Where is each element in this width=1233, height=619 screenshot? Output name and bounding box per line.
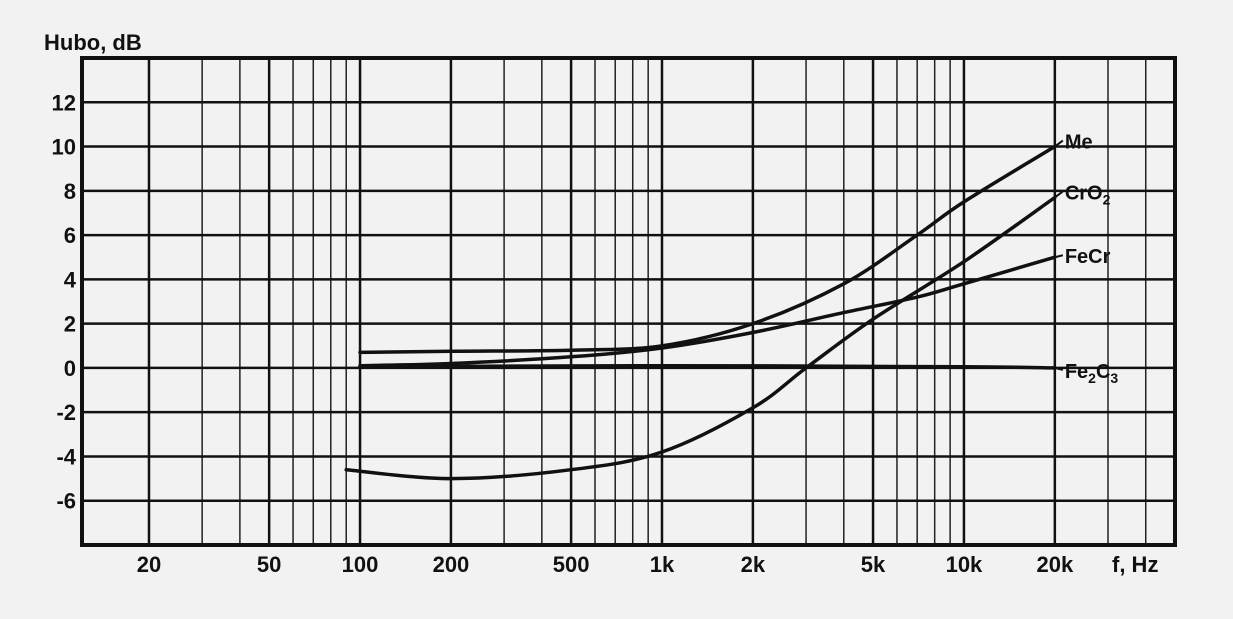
- y-tick-label: 12: [52, 90, 76, 115]
- y-tick-label: -6: [56, 489, 76, 514]
- series-label-me: Me: [1065, 132, 1093, 154]
- y-tick-label: 8: [64, 179, 76, 204]
- y-axis-tick-labels: 12 10 8 6 4 2 0 -2 -4 -6: [52, 90, 77, 513]
- series-label-leader: [1054, 190, 1064, 199]
- series-label-leader: [1054, 366, 1064, 371]
- series-labels: Me CrO2 FeCr Fe2C3: [1065, 132, 1119, 386]
- x-tick-label: 50: [257, 552, 281, 577]
- y-tick-label: -2: [56, 400, 76, 425]
- y-tick-label: 10: [52, 135, 76, 160]
- x-tick-label: 1k: [650, 552, 675, 577]
- y-axis-label: Hubo, dB: [44, 30, 142, 55]
- y-tick-label: -4: [56, 444, 76, 469]
- x-tick-label: 20k: [1036, 552, 1073, 577]
- series-label-leaders: [1054, 139, 1064, 371]
- series-line-me: [358, 144, 1057, 355]
- x-axis-label: f, Hz: [1112, 552, 1158, 577]
- y-tick-label: 0: [64, 356, 76, 381]
- series-line-cro2: [344, 195, 1057, 481]
- x-tick-label: 500: [553, 552, 590, 577]
- series-label-cro2: CrO2: [1065, 182, 1111, 207]
- x-tick-label: 2k: [741, 552, 766, 577]
- series-label-fecr: FeCr: [1065, 246, 1111, 268]
- major-grid: [82, 58, 1175, 545]
- x-tick-label: 100: [342, 552, 379, 577]
- series-line-fecr: [358, 255, 1057, 368]
- series-label-leader: [1054, 139, 1064, 148]
- series-lines: [344, 144, 1057, 481]
- x-tick-label: 20: [137, 552, 161, 577]
- y-tick-label: 4: [64, 267, 77, 292]
- series-line-fe2c3: [358, 363, 1057, 370]
- x-tick-label: 200: [433, 552, 470, 577]
- x-tick-label: 5k: [861, 552, 886, 577]
- plot-frame: [80, 56, 1177, 547]
- y-tick-label: 6: [64, 223, 76, 248]
- x-axis-tick-labels: 20 50 100 200 500 1k 2k 5k 10k 20k: [137, 552, 1074, 577]
- series-label-fe2c3: Fe2C3: [1065, 361, 1119, 386]
- x-tick-label: 10k: [946, 552, 983, 577]
- y-tick-label: 2: [64, 312, 76, 337]
- series-label-leader: [1054, 254, 1064, 259]
